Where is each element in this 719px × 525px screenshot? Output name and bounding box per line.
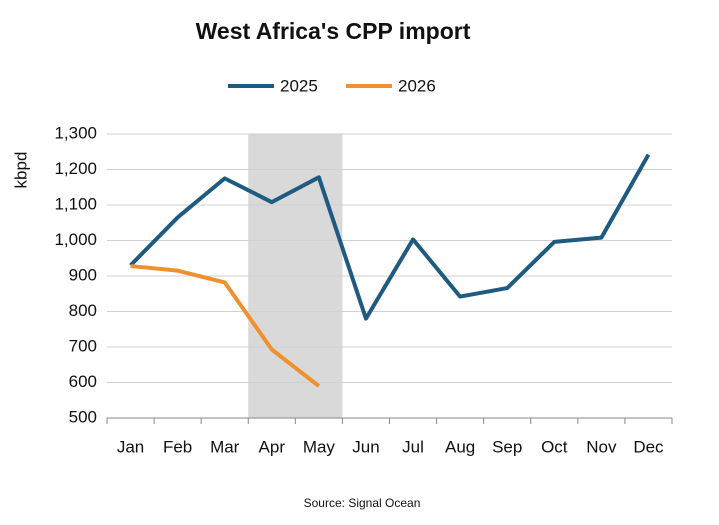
x-tick-label: Sep: [492, 437, 522, 456]
legend-label: 2026: [398, 76, 436, 95]
x-tick-label: Dec: [633, 437, 664, 456]
x-tick-label: Nov: [586, 437, 617, 456]
y-tick-label: 700: [69, 336, 97, 355]
chart-title: West Africa's CPP import: [196, 18, 471, 44]
legend-label: 2025: [280, 76, 318, 95]
x-tick-label: Jan: [117, 437, 144, 456]
y-tick-label: 500: [69, 407, 97, 426]
y-tick-label: 1,300: [54, 123, 97, 142]
x-tick-label: Mar: [210, 437, 240, 456]
x-tick-label: Feb: [163, 437, 192, 456]
series-line: [130, 264, 321, 388]
y-tick-label: 1,200: [54, 159, 97, 178]
x-tick-label: Jul: [402, 437, 424, 456]
y-tick-label: 1,000: [54, 230, 97, 249]
y-tick-label: 600: [69, 372, 97, 391]
x-tick-label: Apr: [259, 437, 286, 456]
x-tick-label: Oct: [541, 437, 568, 456]
x-tick-label: May: [303, 437, 336, 456]
y-tick-label: 1,100: [54, 194, 97, 213]
x-tick-label: Jun: [352, 437, 379, 456]
y-tick-label: 800: [69, 301, 97, 320]
source-note: Source: Signal Ocean: [304, 496, 421, 510]
y-axis-label: kbpd: [11, 152, 30, 189]
x-tick-label: Aug: [445, 437, 475, 456]
y-tick-label: 900: [69, 265, 97, 284]
series-line: [129, 153, 651, 321]
